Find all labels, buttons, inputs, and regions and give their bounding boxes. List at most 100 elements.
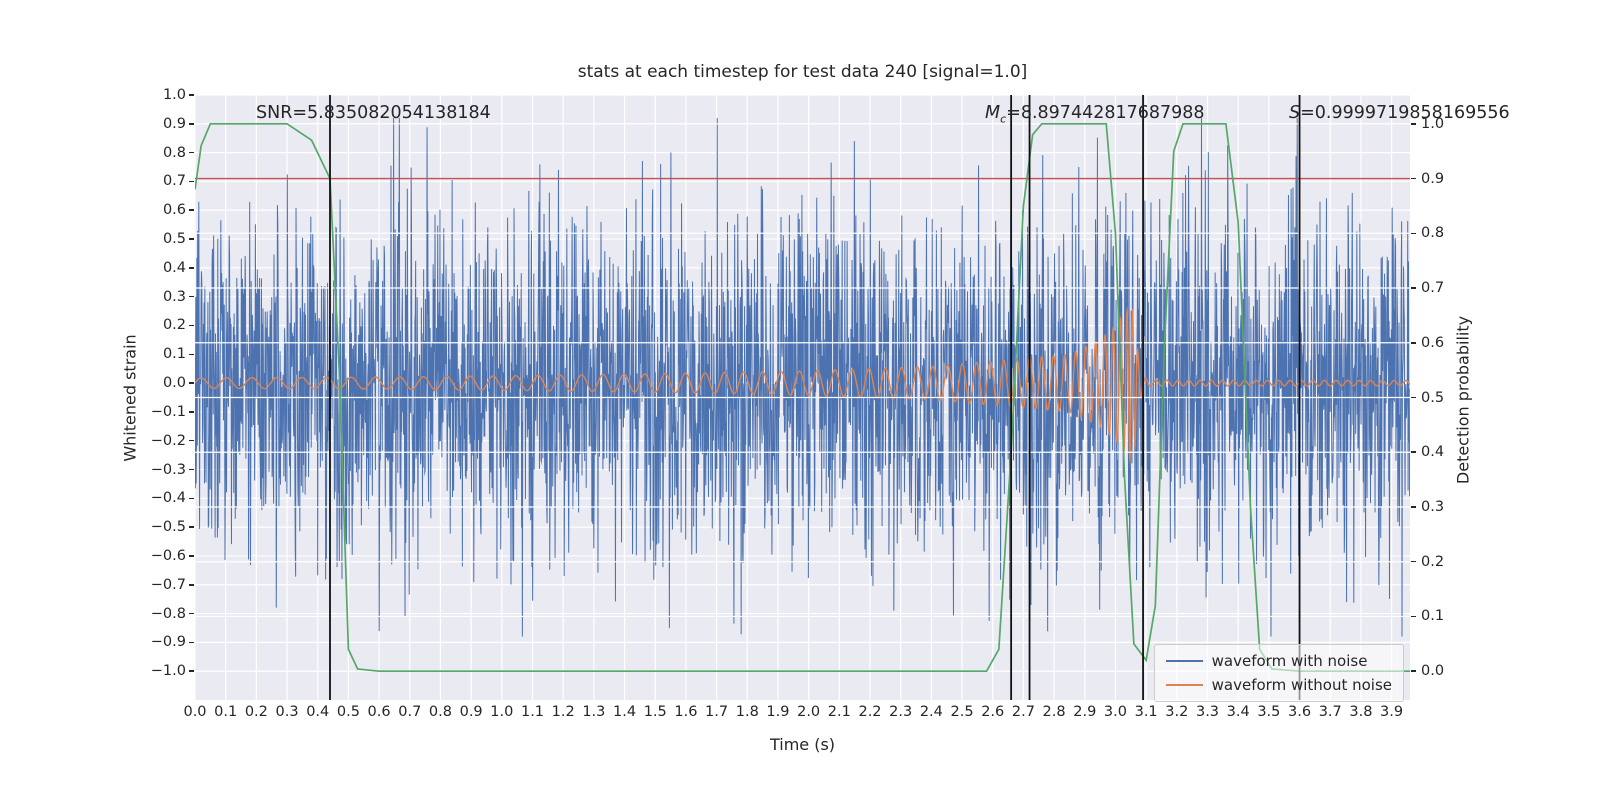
tick-mark-left: [189, 209, 194, 211]
tick-mark-left: [189, 353, 194, 356]
annotation-mc-subscript: c: [1000, 112, 1007, 126]
tick-mark-left: [189, 151, 194, 154]
annotation-s-stat: S=0.9999719858169556: [1289, 103, 1510, 123]
y-tick-label-left: −0.7: [150, 576, 186, 593]
y-tick-label-left: 0.8: [162, 144, 186, 161]
y-tick-label-right: 0.8: [1421, 225, 1445, 242]
tick-mark-left: [189, 123, 194, 125]
y-tick-label-right: 0.9: [1421, 170, 1445, 187]
tick-mark-left: [189, 267, 194, 269]
x-tick-label: 2.7: [1011, 704, 1035, 720]
x-tick-label: 0.4: [306, 704, 330, 720]
annotation-mc-symbol: M: [985, 103, 1001, 123]
x-tick-label: 2.3: [889, 704, 913, 720]
tick-mark-right: [1411, 123, 1416, 125]
x-tick-label: 3.8: [1349, 704, 1373, 720]
tick-mark-left: [189, 382, 194, 384]
y-tick-label-right: 0.7: [1421, 280, 1445, 297]
tick-mark-right: [1411, 506, 1416, 508]
tick-mark-right: [1411, 396, 1416, 399]
chart-title: stats at each timestep for test data 240…: [577, 62, 1028, 82]
tick-mark-left: [189, 612, 194, 615]
y-tick-label-left: 0.4: [162, 259, 186, 276]
legend-item-label: waveform without noise: [1211, 676, 1392, 694]
tick-mark-left: [189, 526, 194, 528]
legend: waveform with noise waveform without noi…: [1153, 644, 1404, 702]
legend-swatch-signal: [1165, 684, 1203, 686]
x-tick-label: 1.0: [490, 704, 514, 720]
y-tick-label-right: 0.2: [1421, 553, 1445, 570]
y-tick-label-left: −0.3: [150, 461, 186, 478]
y-tick-label-left: 1.0: [162, 87, 186, 103]
tick-mark-right: [1411, 615, 1416, 618]
x-tick-label: 2.2: [858, 704, 882, 720]
tick-mark-right: [1411, 177, 1416, 180]
x-axis-label: Time (s): [769, 735, 836, 754]
tick-mark-right: [1411, 287, 1416, 289]
y-tick-label-right: 0.3: [1421, 498, 1445, 515]
tick-mark-right: [1411, 232, 1416, 235]
annotation-mc-eq: =: [1006, 103, 1021, 123]
x-tick-label: 2.4: [919, 704, 943, 720]
y-tick-label-right: 0.0: [1421, 663, 1445, 680]
x-tick-label: 2.9: [1073, 704, 1097, 720]
annotation-snr-value: 5.835082054138184: [307, 103, 491, 123]
annotation-s-value: 0.9999719858169556: [1314, 103, 1510, 123]
y-tick-label-right: 0.5: [1421, 389, 1445, 406]
y-tick-label-left: −0.4: [150, 490, 186, 507]
tick-mark-left: [189, 238, 194, 240]
annotation-mc-value: 8.897442817687988: [1020, 103, 1205, 123]
x-tick-label: 1.1: [520, 704, 545, 720]
y-tick-label-left: −0.2: [150, 432, 186, 449]
y-tick-label-left: −0.5: [150, 519, 186, 536]
x-tick-label: 3.6: [1288, 704, 1312, 720]
x-tick-label: 2.6: [981, 704, 1005, 720]
x-tick-label: 1.6: [674, 704, 698, 720]
x-tick-label: 0.5: [336, 704, 360, 720]
x-tick-label: 0.9: [459, 704, 483, 720]
x-tick-label: 0.0: [183, 704, 207, 720]
tick-mark-right: [1411, 342, 1416, 344]
x-tick-label: 0.1: [214, 704, 238, 720]
y-tick-label-left: 0.0: [162, 375, 186, 392]
y-tick-label-left: 0.5: [162, 231, 186, 248]
x-tick-label: 3.9: [1380, 704, 1404, 720]
y-tick-label-left: −0.6: [150, 547, 186, 564]
tick-mark-right: [1411, 670, 1416, 672]
x-tick-label: 2.8: [1042, 704, 1066, 720]
y-tick-label-left: −0.9: [150, 634, 186, 651]
x-tick-label: 1.3: [582, 704, 606, 720]
y-tick-label-left: 0.1: [162, 346, 186, 363]
x-tick-label: 0.3: [275, 704, 299, 720]
x-tick-label: 1.5: [643, 704, 667, 720]
tick-mark-right: [1411, 451, 1416, 453]
x-tick-label: 3.0: [1103, 704, 1127, 720]
x-tick-label: 0.6: [367, 704, 391, 720]
y-tick-label-right: 0.6: [1421, 334, 1445, 351]
x-tick-label: 1.7: [705, 704, 729, 720]
tick-mark-left: [189, 180, 194, 183]
annotation-snr-label: SNR=: [256, 103, 308, 123]
tick-mark-right: [1411, 560, 1416, 563]
tick-mark-left: [189, 94, 194, 96]
y-axis-label-left: Whitened strain: [120, 334, 140, 462]
y-tick-label-right: 1.0: [1421, 115, 1445, 132]
tick-mark-left: [189, 670, 194, 672]
annotation-chirp-mass: Mc=8.897442817687988: [985, 103, 1205, 126]
y-tick-label-left: 0.6: [162, 202, 186, 219]
x-tick-label: 3.2: [1165, 704, 1189, 720]
y-tick-label-left: 0.3: [162, 288, 186, 305]
x-tick-label: 1.4: [613, 704, 637, 720]
tick-mark-left: [189, 295, 194, 298]
y-axis-label-right: Detection probability: [1453, 315, 1473, 485]
tick-mark-left: [189, 468, 194, 471]
x-tick-label: 0.8: [428, 704, 452, 720]
legend-item: waveform with noise: [1165, 652, 1392, 670]
x-tick-label: 3.3: [1195, 704, 1220, 720]
tick-mark-left: [189, 411, 194, 413]
y-tick-label-right: 0.1: [1421, 608, 1445, 625]
y-tick-label-right: 0.4: [1421, 444, 1445, 461]
legend-item-label: waveform with noise: [1211, 652, 1368, 670]
annotation-snr: SNR=5.835082054138184: [256, 103, 491, 123]
y-tick-label-left: −0.8: [150, 605, 186, 622]
